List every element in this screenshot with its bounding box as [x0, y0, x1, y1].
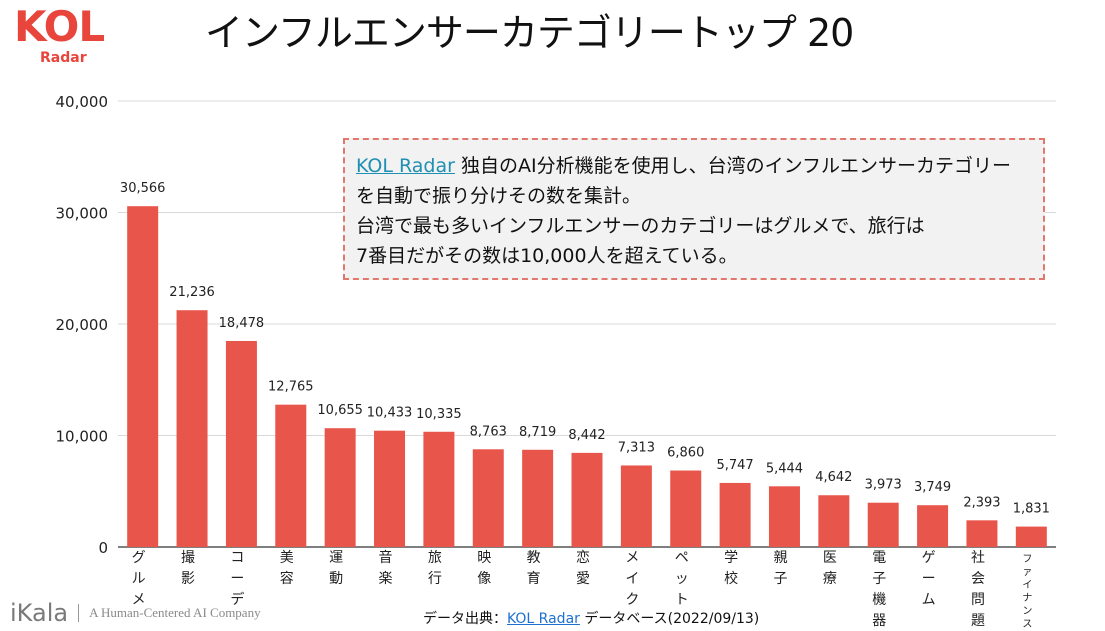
x-tick-label: メイク — [625, 550, 639, 608]
bar-value-label: 12,765 — [268, 380, 314, 395]
bar — [966, 520, 998, 547]
note-line-1-text: 独自のAI分析機能を使用し、台湾のインフルエンサーカテゴリー — [454, 155, 1012, 177]
bar-value-label: 4,642 — [815, 470, 852, 485]
bar — [522, 449, 554, 547]
bar — [719, 482, 751, 547]
bar-value-label: 5,444 — [766, 461, 803, 476]
bar-value-label: 3,749 — [914, 480, 951, 495]
bar — [818, 495, 850, 547]
x-tick-label: 医療 — [823, 550, 837, 587]
bar — [225, 340, 257, 547]
x-tick-label: グルメ — [132, 550, 146, 608]
note-box: KOL Radar 独自のAI分析機能を使用し、台湾のインフルエンサーカテゴリー… — [343, 138, 1045, 280]
note-kol-radar-link[interactable]: KOL Radar — [356, 155, 455, 177]
kol-radar-logo: KOL Radar — [8, 2, 108, 66]
bar — [324, 428, 356, 547]
bar-value-label: 18,478 — [219, 316, 265, 331]
note-line-2: を自動で振り分けその数を集計。 — [356, 185, 642, 207]
x-tick-label: ゲーム — [922, 550, 936, 608]
bar-value-label: 3,973 — [865, 478, 902, 493]
bar-value-label: 30,566 — [120, 181, 166, 196]
logo-sub: Radar — [40, 50, 87, 66]
bar-value-label: 8,719 — [519, 425, 556, 440]
bar-value-label: 10,335 — [416, 407, 462, 422]
x-tick-label: 旅行 — [428, 550, 442, 587]
bar-value-label: 2,393 — [963, 495, 1000, 510]
bar — [917, 505, 949, 547]
x-tick-label: 恋愛 — [576, 549, 590, 587]
footer-company: iKala A Human-Centered AI Company — [10, 598, 261, 628]
company-tagline: A Human-Centered AI Company — [89, 605, 261, 620]
y-tick-label: 10,000 — [56, 428, 109, 446]
bar — [670, 470, 702, 547]
x-tick-label: ペット — [675, 550, 689, 608]
note-line-3: 台湾で最も多いインフルエンサーのカテゴリーはグルメで、旅行は — [356, 215, 925, 237]
source-suffix: データベース(2022/09/13) — [579, 611, 760, 627]
x-tick-label: ファイナンス — [1022, 554, 1032, 630]
note-line-4: 7番目だがその数は10,000人を超えている。 — [356, 245, 738, 267]
bar — [472, 449, 504, 547]
x-tick-label: 音楽 — [379, 549, 393, 587]
y-tick-label: 20,000 — [56, 316, 109, 334]
source-prefix: データ出典： — [423, 611, 507, 627]
x-tick-label: 映像 — [477, 550, 491, 587]
y-tick-label: 0 — [98, 539, 108, 557]
bar — [867, 502, 899, 547]
source-kol-radar-link[interactable]: KOL Radar — [507, 611, 580, 627]
bar — [374, 430, 406, 547]
x-tick-label: 学校 — [724, 550, 738, 587]
x-tick-label: 美容 — [280, 550, 294, 587]
bar-value-label: 8,763 — [470, 424, 507, 439]
ikala-logo: iKala — [10, 599, 69, 627]
x-tick-label: 親子 — [773, 550, 787, 587]
bar-value-label: 6,860 — [667, 446, 704, 461]
bar — [571, 452, 603, 547]
bar-value-label: 5,747 — [716, 458, 753, 473]
bar-value-label: 10,433 — [367, 406, 413, 421]
note-line-1: KOL Radar 独自のAI分析機能を使用し、台湾のインフルエンサーカテゴリー — [356, 151, 1043, 181]
bar — [176, 310, 208, 547]
data-source: データ出典：KOL Radar データベース(2022/09/13) — [423, 608, 759, 628]
page-title: インフルエンサーカテゴリートップ 20 — [205, 11, 854, 55]
bar — [127, 206, 159, 548]
x-tick-label: 電子機器 — [872, 550, 886, 629]
x-tick-label: 社会問題 — [971, 550, 985, 629]
bar — [275, 404, 307, 547]
bar-value-label: 7,313 — [618, 440, 655, 455]
footer-divider — [78, 604, 80, 622]
bar-value-label: 21,236 — [169, 285, 215, 300]
bar — [1015, 526, 1047, 547]
bar-value-label: 1,831 — [1013, 502, 1050, 517]
bar-value-label: 8,442 — [568, 428, 605, 443]
y-tick-label: 30,000 — [56, 205, 109, 223]
x-tick-label: コーデ — [230, 550, 244, 608]
x-tick-label: 教育 — [527, 550, 541, 587]
x-tick-label: 運動 — [329, 550, 343, 587]
bar-value-label: 10,655 — [317, 403, 363, 418]
y-tick-label: 40,000 — [56, 93, 109, 111]
logo-brand: KOL — [14, 2, 105, 51]
bar — [423, 431, 455, 547]
bar — [768, 486, 800, 547]
x-tick-label: 撮影 — [181, 549, 195, 587]
bar — [620, 465, 652, 547]
